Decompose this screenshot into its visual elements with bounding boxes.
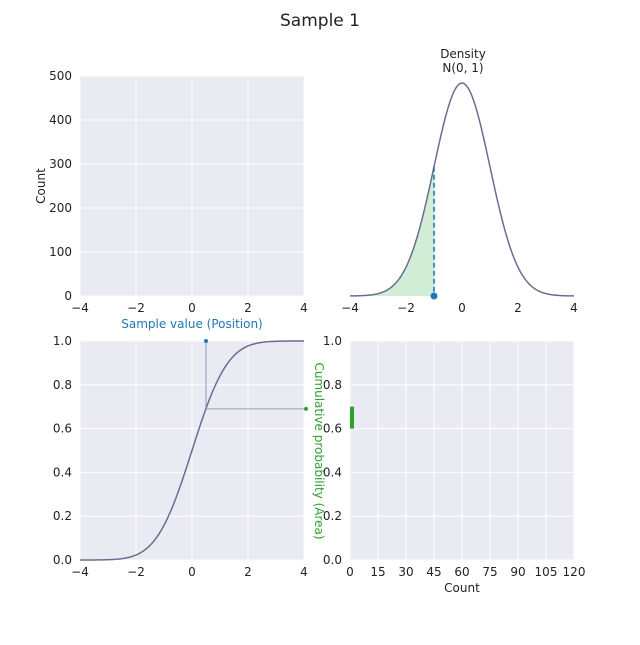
y-tick-label: 0.6 [323,422,342,436]
cdf-guide-right-point [304,406,308,411]
y-tick-label: 0.2 [323,509,342,523]
hist-position-ylabel: Count [34,168,48,204]
x-tick-label: 30 [398,565,413,579]
x-tick-label: 4 [300,301,308,315]
y-tick-label: 0.8 [323,378,342,392]
x-tick-label: −4 [341,301,359,315]
x-tick-label: 2 [514,301,522,315]
y-tick-label: 0.8 [53,378,72,392]
x-tick-label: 2 [244,565,252,579]
x-tick-label: −2 [127,301,145,315]
x-tick-label: −4 [71,565,89,579]
y-tick-label: 0.0 [53,553,72,567]
x-tick-label: 4 [570,301,578,315]
panel-histogram-area: 0 15 30 45 60 75 90 105 120 0.0 0.2 0.4 0.6 0.8 1.0 C… [323,334,586,595]
density-curve [349,82,575,297]
hist-area-grid [349,340,575,561]
hist-position-yticks: 0 100 200 300 400 500 [49,69,72,303]
x-tick-label: 4 [300,565,308,579]
cdf-yticks: 0.0 0.2 0.4 0.6 0.8 1.0 [53,334,72,567]
y-tick-label: 100 [49,245,72,259]
hist-area-xticks: 0 15 30 45 60 75 90 105 120 [346,565,585,579]
x-tick-label: −2 [397,301,415,315]
density-marker-point [430,292,438,300]
y-tick-label: 300 [49,157,72,171]
y-tick-label: 200 [49,201,72,215]
x-tick-label: 15 [370,565,385,579]
x-tick-label: 75 [482,565,497,579]
x-tick-label: −2 [127,565,145,579]
x-tick-label: 0 [458,301,466,315]
hist-position-xticks: −4 −2 0 2 4 [71,301,308,315]
x-tick-label: 120 [563,565,586,579]
y-tick-label: 0.4 [53,465,72,479]
x-tick-label: 0 [188,565,196,579]
hist-area-xlabel: Count [444,581,480,595]
hist-area-yticks: 0.0 0.2 0.4 0.6 0.8 1.0 [323,334,342,567]
y-tick-label: 400 [49,113,72,127]
x-tick-label: 0 [346,565,354,579]
x-tick-label: 60 [454,565,469,579]
x-tick-label: −4 [71,301,89,315]
density-title-line2: N(0, 1) [442,61,483,75]
hist-area-highlight-bar [350,406,354,429]
y-tick-label: 0.6 [53,422,72,436]
y-tick-label: 0.2 [53,509,72,523]
y-tick-label: 0 [64,289,72,303]
y-tick-label: 0.0 [323,553,342,567]
density-shaded-area [350,166,434,296]
cdf-curve [80,340,304,561]
cdf-guide-top-point [204,339,208,343]
density-title-line1: Density [440,47,486,61]
panel-histogram-position: −4 −2 0 2 4 0 100 200 300 400 500 Sample value (P… [34,69,308,331]
x-tick-label: 90 [510,565,525,579]
x-tick-label: 0 [188,301,196,315]
y-tick-label: 0.4 [323,465,342,479]
y-tick-label: 1.0 [53,334,72,348]
density-xticks: −4 −2 0 2 4 [341,301,578,315]
x-tick-label: 2 [244,301,252,315]
panel-cdf: −4 −2 0 2 4 0.0 0.2 0.4 0.6 0.8 1.0 Cumulative pr… [53,334,326,579]
y-tick-label: 1.0 [323,334,342,348]
panel-density: Density N(0, 1) −4 −2 0 2 4 [341,47,578,315]
y-tick-label: 500 [49,69,72,83]
hist-position-xlabel: Sample value (Position) [121,317,263,331]
cdf-ylabel: Cumulative probability (Area) [312,362,326,539]
cdf-xticks: −4 −2 0 2 4 [71,565,308,579]
x-tick-label: 45 [426,565,441,579]
figure-title: Sample 1 [280,11,360,31]
hist-position-grid [79,75,305,297]
x-tick-label: 105 [535,565,558,579]
